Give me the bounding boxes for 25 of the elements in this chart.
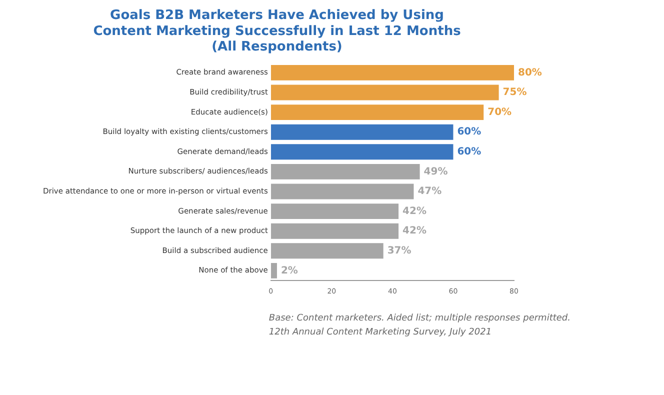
data-label: 49%	[424, 166, 448, 178]
chart-title: Goals B2B Marketers Have Achieved by Using Content Marketing Successfully in Last 12 Months (All Respondents)	[93, 8, 462, 54]
data-label: 70%	[488, 106, 512, 118]
data-label: 2%	[280, 265, 298, 276]
bar	[270, 84, 499, 100]
bar	[270, 104, 484, 120]
data-label: 42%	[402, 206, 426, 217]
data-label: 80%	[518, 67, 542, 78]
data-label: 42%	[402, 226, 426, 237]
bar	[270, 223, 399, 239]
bar	[270, 144, 454, 160]
data-label: 60%	[457, 146, 482, 158]
bar	[270, 124, 454, 140]
bar	[270, 262, 277, 278]
data-label: 75%	[502, 87, 527, 98]
bar	[270, 184, 414, 200]
data-label: 37%	[387, 245, 412, 256]
text: Base: Content marketers. Aided list; multiple responses permitted.	[268, 313, 570, 324]
bar	[270, 204, 399, 220]
text: 12th Annual Content Marketing Survey, July 2021	[268, 327, 492, 338]
bar	[270, 243, 384, 259]
bar	[270, 64, 514, 80]
data-label: 47%	[418, 186, 442, 198]
bar	[270, 164, 420, 180]
data-label: 60%	[457, 126, 482, 138]
